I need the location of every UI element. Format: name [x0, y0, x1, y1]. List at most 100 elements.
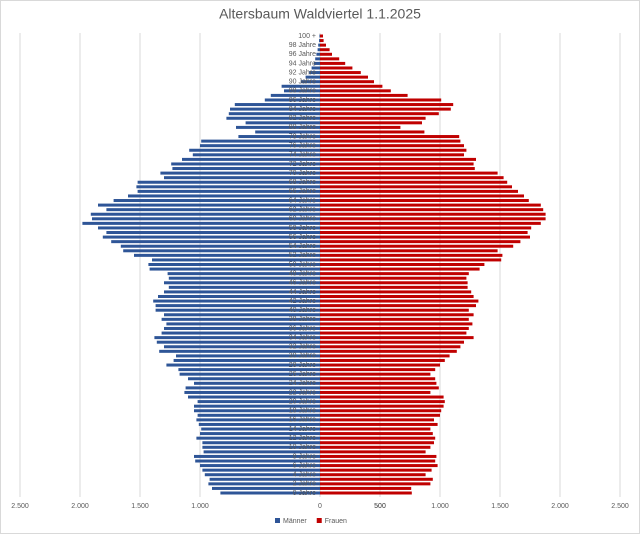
bar [320, 464, 438, 468]
bar [161, 331, 320, 335]
bar [311, 66, 320, 70]
bar [320, 331, 467, 335]
y-tick-label: 60 Jahre [289, 216, 316, 223]
bar [120, 244, 320, 248]
bar [320, 98, 442, 102]
bar [320, 354, 450, 358]
bar [320, 404, 444, 408]
bar [202, 468, 320, 472]
bar [320, 57, 340, 61]
bar [320, 199, 529, 203]
bar [320, 153, 464, 157]
y-tick-label: 74 Jahre [289, 152, 316, 159]
bar [106, 208, 321, 212]
bar [320, 171, 498, 175]
y-tick-label: 78 Jahre [289, 133, 316, 140]
bar [200, 464, 320, 468]
legend-swatch [275, 518, 280, 523]
y-tick-label: 68 Jahre [289, 179, 316, 186]
bar [320, 482, 431, 486]
bar [320, 413, 440, 417]
bar [320, 390, 431, 394]
y-tick-label: 66 Jahre [289, 188, 316, 195]
bar [194, 404, 320, 408]
bar [320, 400, 445, 404]
bar [264, 98, 320, 102]
bar [320, 258, 502, 262]
x-tick-label: 500 [374, 503, 386, 510]
bar [320, 368, 436, 372]
bar [159, 349, 320, 353]
bar [255, 130, 320, 134]
bar [320, 80, 374, 84]
y-tick-label: 82 Jahre [289, 115, 316, 122]
y-tick-label: 98 Jahre [289, 42, 316, 49]
bar [320, 212, 546, 216]
bar [284, 89, 320, 93]
bar [320, 285, 468, 289]
y-tick-label: 2 Jahre [293, 481, 316, 488]
bar [185, 386, 320, 390]
bar [320, 253, 503, 257]
bar [194, 409, 320, 413]
y-tick-label: 4 Jahre [293, 472, 316, 479]
bar [320, 409, 442, 413]
bar [320, 107, 451, 111]
bar [320, 276, 467, 280]
x-tick-label: 1.500 [131, 503, 149, 510]
bar [320, 249, 498, 253]
bar [164, 176, 320, 180]
y-tick-label: 8 Jahre [293, 453, 316, 460]
y-tick-label: 100 + [298, 33, 316, 40]
bar [209, 477, 320, 481]
legend-label: Männer [283, 518, 307, 525]
bar [320, 66, 353, 70]
bar [320, 130, 425, 134]
bar [317, 48, 320, 52]
bar [320, 486, 412, 490]
bar [320, 454, 437, 458]
bar [167, 272, 320, 276]
bar [155, 304, 320, 308]
y-tick-label: 90 Jahre [289, 79, 316, 86]
bar [179, 372, 320, 376]
bar [320, 235, 530, 239]
bar [320, 135, 460, 139]
bar [176, 354, 320, 358]
bar [320, 148, 467, 152]
y-tick-label: 94 Jahre [289, 60, 316, 67]
bar [320, 422, 438, 426]
bar [212, 486, 320, 490]
bar [320, 349, 457, 353]
bar [238, 135, 320, 139]
bar [320, 231, 528, 235]
bar [164, 345, 320, 349]
y-tick-label: 72 Jahre [289, 161, 316, 168]
y-tick-label: 96 Jahre [289, 51, 316, 58]
bar [200, 144, 320, 148]
bar [320, 326, 469, 330]
y-tick-label: 62 Jahre [289, 207, 316, 214]
bar [137, 180, 320, 184]
bar [320, 240, 521, 244]
x-tick-label: 1.000 [191, 503, 209, 510]
y-tick-label: 48 Jahre [289, 270, 316, 277]
y-tick-label: 88 Jahre [289, 88, 316, 95]
bar [320, 208, 544, 212]
bar [196, 436, 320, 440]
bar [200, 432, 320, 436]
legend-label: Frauen [325, 518, 347, 525]
bar [201, 427, 320, 431]
bar [320, 317, 469, 321]
bar [320, 372, 431, 376]
bar [319, 34, 320, 38]
bar [196, 418, 320, 422]
y-tick-label: 64 Jahre [289, 197, 316, 204]
y-tick-label: 6 Jahre [293, 462, 316, 469]
bar [320, 176, 504, 180]
bar [201, 139, 320, 143]
bar [90, 212, 320, 216]
y-tick-label: 32 Jahre [289, 344, 316, 351]
x-tick-label: 2.000 [551, 503, 569, 510]
y-tick-label: 40 Jahre [289, 307, 316, 314]
